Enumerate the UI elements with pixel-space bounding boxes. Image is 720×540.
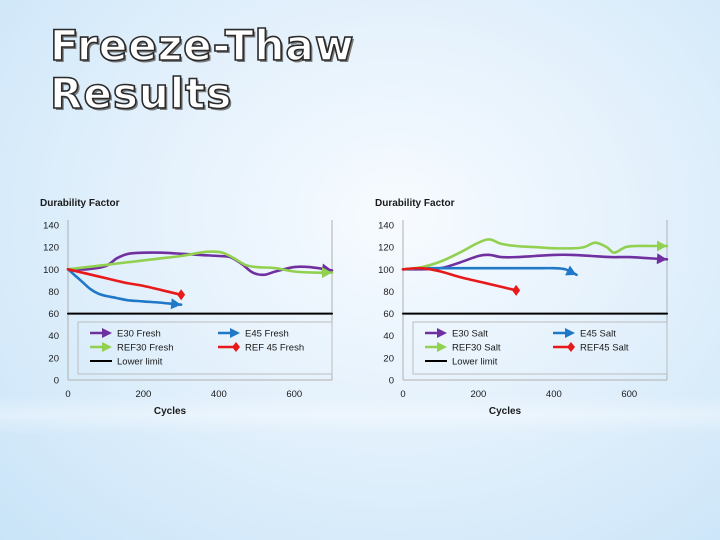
y-tick-label: 0 — [54, 376, 59, 387]
y-tick-label: 20 — [383, 353, 394, 364]
salt-durability-chart: Durability Factor 0 20 40 60 80 100 120 140 0 200 4… — [375, 198, 669, 417]
series-ref30-salt — [401, 238, 669, 271]
x-tick-label: 400 — [546, 389, 562, 400]
series-e45-fresh — [66, 268, 183, 310]
legend-item-e45-fresh: E45 Fresh — [218, 328, 289, 340]
e45-salt-end-arrow — [565, 265, 577, 276]
y-axis-label: Durability Factor — [40, 198, 120, 209]
series-line-e45-salt — [401, 266, 578, 277]
e30-salt-end-arrow — [656, 253, 667, 265]
e30-fresh-legend-arrow — [102, 328, 112, 338]
series-ref30-fresh — [66, 250, 334, 279]
legend-frame — [77, 321, 333, 375]
series-line-ref45-salt — [401, 266, 518, 292]
y-tick-label: 60 — [383, 309, 394, 320]
ref45-salt-end-diamond — [512, 284, 521, 296]
legend-label-ref45-salt: REF45 Salt — [580, 343, 629, 354]
legend-item-ref30-fresh: REF30 Fresh — [90, 342, 174, 354]
x-tick-label: 600 — [286, 389, 302, 400]
series-e45-salt — [401, 265, 578, 277]
y-tick-label: 140 — [43, 221, 59, 232]
legend-label-lower-limit: Lower limit — [452, 357, 498, 368]
x-tick-label: 600 — [621, 389, 637, 400]
x-tick-label: 200 — [135, 389, 151, 400]
legend: E30 Fresh E45 Fresh REF30 Fresh REF 45 Fres… — [77, 321, 333, 375]
legend-item-lower-limit: Lower limit — [425, 357, 498, 368]
series-line-ref30-fresh — [66, 250, 334, 274]
series-line-ref-45-fresh — [66, 268, 183, 297]
legend-label-ref30-fresh: REF30 Fresh — [117, 343, 174, 354]
e45-fresh-legend-arrow — [230, 328, 240, 338]
legend-item-lower-limit: Lower limit — [90, 357, 163, 368]
x-tick-label: 0 — [65, 389, 70, 400]
title-line-1: Freeze-Thaw — [49, 21, 355, 71]
y-tick-label: 40 — [383, 331, 394, 342]
legend-label-e30-fresh: E30 Fresh — [117, 329, 161, 340]
legend-label-ref30-salt: REF30 Salt — [452, 343, 501, 354]
legend: E30 Salt E45 Salt REF30 Salt REF45 Salt Lowe… — [412, 321, 668, 375]
legend-item-e45-salt: E45 Salt — [553, 328, 616, 340]
ref45-salt-legend-diamond — [567, 342, 575, 352]
legend-item-e30-fresh: E30 Fresh — [90, 328, 161, 340]
legend-label-e45-fresh: E45 Fresh — [245, 329, 289, 340]
series-line-ref30-salt — [401, 238, 669, 271]
y-axis-label: Durability Factor — [375, 198, 455, 209]
y-tick-label: 80 — [383, 287, 394, 298]
x-axis-label: Cycles — [154, 406, 187, 417]
legend-frame — [412, 321, 668, 375]
ref30-fresh-legend-arrow — [102, 342, 112, 352]
series-line-e30-salt — [401, 253, 669, 271]
title-line-2: Results — [49, 69, 233, 119]
fresh-durability-chart: Durability Factor 0 20 40 60 80 100 120 140 0 200 4… — [40, 198, 334, 417]
ref30-salt-legend-arrow — [437, 342, 447, 352]
x-tick-label: 0 — [400, 389, 405, 400]
legend-item-ref45-salt: REF45 Salt — [553, 342, 629, 354]
legend-label-e30-salt: E30 Salt — [452, 329, 488, 340]
legend-item-ref-45-fresh: REF 45 Fresh — [218, 342, 304, 354]
legend-label-ref-45-fresh: REF 45 Fresh — [245, 343, 304, 354]
y-tick-label: 60 — [48, 309, 59, 320]
y-tick-label: 40 — [48, 331, 59, 342]
x-axis-label: Cycles — [489, 406, 522, 417]
series-line-e30-fresh — [66, 251, 334, 277]
e45-fresh-end-arrow — [170, 298, 182, 310]
y-tick-label: 80 — [48, 287, 59, 298]
legend-label-e45-salt: E45 Salt — [580, 329, 616, 340]
page-title: Freeze-Thaw Results — [49, 21, 355, 119]
background-light-band — [0, 395, 720, 435]
legend-label-lower-limit: Lower limit — [117, 357, 163, 368]
y-tick-label: 20 — [48, 353, 59, 364]
ref30-salt-end-arrow — [657, 240, 667, 252]
series-line-e45-fresh — [66, 268, 183, 306]
series-ref-45-fresh — [66, 268, 186, 301]
ref30-fresh-end-arrow — [322, 267, 332, 279]
y-tick-label: 120 — [43, 243, 59, 254]
series-e30-salt — [401, 253, 669, 271]
y-tick-label: 100 — [43, 265, 59, 276]
y-tick-label: 120 — [378, 243, 394, 254]
series-ref45-salt — [401, 266, 521, 296]
y-tick-label: 100 — [378, 265, 394, 276]
y-tick-label: 0 — [389, 376, 394, 387]
e30-salt-legend-arrow — [437, 328, 447, 338]
legend-item-ref30-salt: REF30 Salt — [425, 342, 501, 354]
x-tick-label: 200 — [470, 389, 486, 400]
y-tick-label: 140 — [378, 221, 394, 232]
x-tick-label: 400 — [211, 389, 227, 400]
ref-45-fresh-end-diamond — [177, 289, 186, 301]
ref-45-fresh-legend-diamond — [232, 342, 240, 352]
e45-salt-legend-arrow — [565, 328, 575, 338]
legend-item-e30-salt: E30 Salt — [425, 328, 488, 340]
